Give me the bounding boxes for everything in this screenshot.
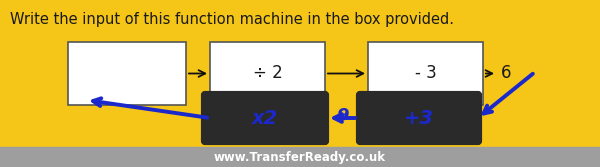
FancyBboxPatch shape [203,93,327,143]
Text: ÷ 2: ÷ 2 [253,64,283,82]
FancyBboxPatch shape [368,42,483,105]
Text: Write the input of this function machine in the box provided.: Write the input of this function machine… [10,12,454,27]
Bar [0,147,600,167]
FancyBboxPatch shape [68,42,186,105]
Text: 6: 6 [501,64,511,82]
Text: - 3: - 3 [415,64,436,82]
FancyBboxPatch shape [210,42,325,105]
FancyBboxPatch shape [358,93,480,143]
Text: www.TransferReady.co.uk: www.TransferReady.co.uk [214,150,386,163]
Text: +3: +3 [404,109,434,127]
Text: x2: x2 [252,109,278,127]
Text: 9: 9 [336,107,349,125]
